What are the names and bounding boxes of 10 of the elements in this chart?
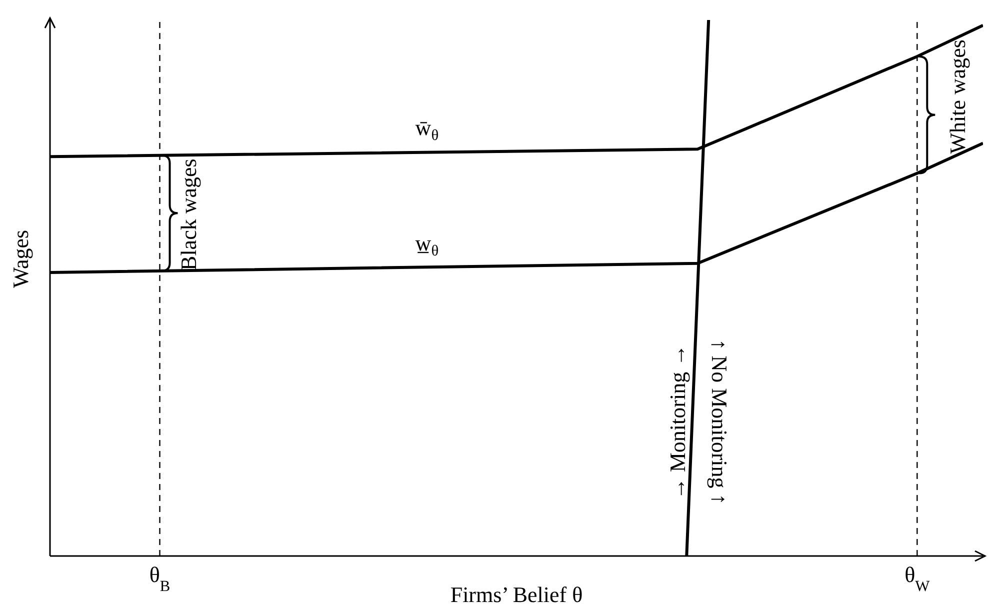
annotation: w̄$_{θ}$: [415, 114, 439, 144]
annotation: → Monitoring →: [664, 344, 690, 500]
x-tick-label: θ$_{W}$: [904, 562, 930, 594]
y-axis-title: Wages: [8, 230, 33, 288]
x-axis-title: Firms’ Belief θ: [450, 582, 583, 607]
annotation: ↑ No Monitoring ↑: [707, 339, 732, 505]
annotation: White wages: [944, 40, 970, 154]
x-tick-label: θ$_{B}$: [149, 562, 170, 594]
annotation: w̲$_{θ}$: [415, 230, 439, 260]
annotation: Black wages: [176, 158, 201, 270]
